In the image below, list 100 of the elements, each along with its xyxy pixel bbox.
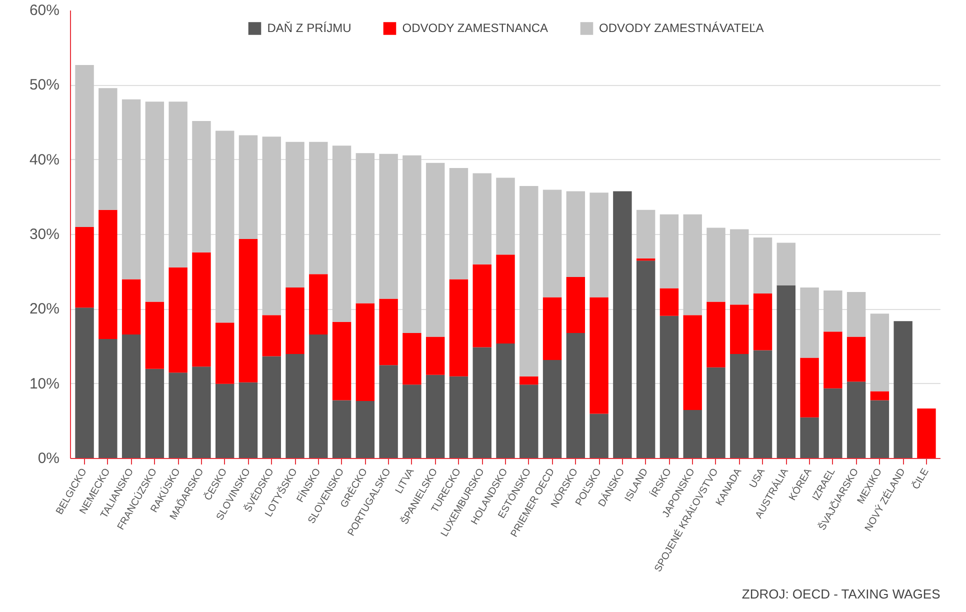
bar xyxy=(472,264,492,348)
bar xyxy=(496,178,515,255)
bar xyxy=(449,168,468,280)
bar xyxy=(753,293,772,350)
bar xyxy=(776,242,796,286)
bar xyxy=(917,408,936,458)
bar xyxy=(145,102,164,302)
y-tick-label: 10% xyxy=(29,375,60,392)
bar xyxy=(542,297,562,360)
legend-label: ODVODY ZAMESTNANCA xyxy=(402,21,548,35)
bar xyxy=(706,367,726,458)
bar xyxy=(356,303,375,402)
bar xyxy=(660,214,679,288)
bar xyxy=(426,374,445,458)
bar xyxy=(706,228,726,302)
bar xyxy=(870,400,890,458)
bar xyxy=(660,316,679,458)
bar xyxy=(168,372,188,458)
bar xyxy=(122,99,141,280)
bar xyxy=(356,153,375,304)
bar xyxy=(730,229,749,305)
bar xyxy=(683,214,702,316)
y-tick-label: 60% xyxy=(29,2,60,19)
bar xyxy=(75,65,94,228)
bar xyxy=(636,210,656,258)
bar xyxy=(309,274,328,335)
bar xyxy=(449,279,468,376)
y-tick-label: 0% xyxy=(38,450,60,467)
bar xyxy=(98,339,118,458)
bar xyxy=(426,162,445,337)
bar xyxy=(613,191,632,458)
bar xyxy=(800,358,819,418)
bar xyxy=(846,292,866,337)
bar xyxy=(496,344,515,458)
legend-label: ODVODY ZAMESTNÁVATEĽA xyxy=(599,21,764,35)
bar xyxy=(730,354,749,458)
bar xyxy=(216,322,234,384)
bar xyxy=(590,414,608,458)
bar xyxy=(894,321,912,458)
bar xyxy=(286,288,304,354)
bar xyxy=(472,347,492,458)
bar xyxy=(192,121,211,252)
bar xyxy=(566,277,586,334)
bar xyxy=(98,210,118,340)
y-tick-label: 50% xyxy=(29,76,60,94)
bar xyxy=(776,285,796,458)
bar xyxy=(286,142,304,288)
text: ZDROJ: OECD - TAXING WAGES xyxy=(742,586,941,602)
bar xyxy=(145,368,164,458)
bar xyxy=(402,333,422,385)
bar xyxy=(145,302,164,369)
bar xyxy=(800,417,819,458)
bar xyxy=(122,334,141,458)
bar xyxy=(309,142,328,274)
bar xyxy=(846,382,866,458)
bar xyxy=(753,237,772,294)
y-tick-label: 40% xyxy=(29,151,60,168)
bar xyxy=(846,336,866,382)
bar xyxy=(753,350,772,458)
bar xyxy=(870,391,890,400)
bar xyxy=(824,388,842,458)
bar xyxy=(472,173,492,264)
bar xyxy=(192,252,211,367)
bar xyxy=(379,365,398,458)
bar xyxy=(356,401,375,458)
bar xyxy=(168,267,188,373)
bar xyxy=(122,279,141,335)
bar xyxy=(238,135,258,239)
bar xyxy=(496,254,515,344)
bar xyxy=(660,288,679,316)
bar xyxy=(590,297,608,414)
bar xyxy=(870,314,890,392)
bar xyxy=(426,336,445,375)
bar xyxy=(520,384,538,458)
legend-label: DAŇ Z PRÍJMU xyxy=(267,21,352,35)
bar xyxy=(262,136,281,316)
bar xyxy=(636,260,656,458)
bar xyxy=(800,288,819,358)
y-tick-label: 30% xyxy=(29,226,60,243)
bar xyxy=(216,130,234,323)
bar xyxy=(402,155,422,334)
bar xyxy=(332,400,352,458)
bar xyxy=(590,192,608,298)
bar xyxy=(730,304,749,354)
bar xyxy=(286,354,304,458)
bar xyxy=(238,238,258,382)
y-tick-label: 20% xyxy=(29,300,60,318)
bar xyxy=(706,302,726,368)
bar xyxy=(262,315,281,356)
bar xyxy=(216,384,234,458)
bar xyxy=(332,146,352,322)
bar xyxy=(98,88,118,210)
bar xyxy=(824,332,842,388)
bar xyxy=(238,382,258,458)
bar xyxy=(168,102,188,268)
bar xyxy=(566,333,586,458)
bar xyxy=(402,384,422,458)
bar xyxy=(542,360,562,458)
bar xyxy=(520,186,538,376)
bar xyxy=(520,376,538,385)
